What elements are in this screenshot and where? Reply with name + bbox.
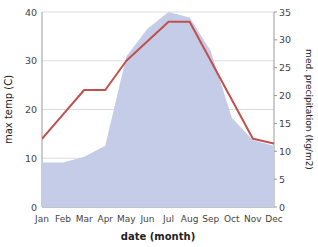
- y2-tick-label: 0: [279, 202, 285, 213]
- precip-area: [42, 12, 274, 207]
- y2-tick-label: 35: [279, 7, 291, 18]
- x-tick-label: Aug: [181, 214, 199, 224]
- y-axis-title: max temp (C): [3, 75, 14, 144]
- y-tick-label: 30: [25, 55, 37, 66]
- x-tick-label: Jan: [34, 214, 49, 224]
- y-tick-label: 40: [25, 7, 37, 18]
- x-tick-label: Jun: [139, 214, 154, 224]
- y2-tick-label: 30: [279, 34, 291, 45]
- grid: [42, 12, 274, 207]
- axes: 01020304005101520253035JanFebMarAprMayJu…: [25, 7, 291, 225]
- x-tick-label: Apr: [97, 214, 113, 224]
- x-tick-label: Oct: [224, 214, 240, 224]
- x-tick-label: Mar: [76, 214, 93, 224]
- x-tick-label: Jul: [162, 214, 174, 224]
- y2-tick-label: 20: [279, 90, 291, 101]
- x-tick-label: Nov: [244, 214, 262, 224]
- x-tick-label: Feb: [55, 214, 71, 224]
- y2-axis-title: med. precipitation (kg/m2): [304, 49, 314, 170]
- chart: 01020304005101520253035JanFebMarAprMayJu…: [0, 0, 318, 247]
- y2-tick-label: 25: [279, 62, 291, 73]
- y2-tick-label: 15: [279, 118, 291, 129]
- plot-data: [42, 12, 274, 207]
- y-tick-label: 0: [31, 202, 37, 213]
- y2-tick-label: 5: [279, 174, 285, 185]
- x-tick-label: May: [117, 214, 136, 224]
- grid-line: [42, 12, 274, 13]
- y-tick-label: 10: [25, 153, 37, 164]
- x-axis-title: date (month): [121, 231, 195, 242]
- temp-line: [42, 22, 274, 144]
- x-tick-label: Dec: [265, 214, 282, 224]
- y2-tick-label: 10: [279, 146, 291, 157]
- y-tick-label: 20: [25, 104, 37, 115]
- x-tick-label: Sep: [202, 214, 219, 224]
